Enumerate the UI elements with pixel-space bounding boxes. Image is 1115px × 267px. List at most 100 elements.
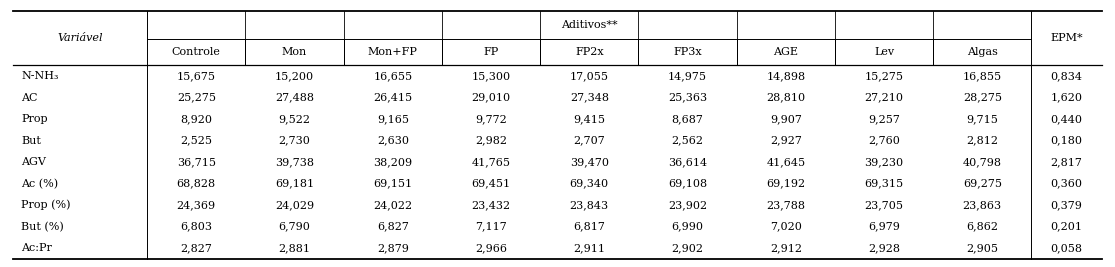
Text: Algas: Algas [967,47,998,57]
Text: 24,029: 24,029 [275,200,314,210]
Text: 2,902: 2,902 [671,243,704,253]
Text: 69,275: 69,275 [962,179,1001,189]
Text: 9,715: 9,715 [967,114,998,124]
Text: 15,275: 15,275 [864,71,903,81]
Text: 69,181: 69,181 [275,179,314,189]
Text: 1,620: 1,620 [1050,93,1083,103]
Text: FP3x: FP3x [673,47,701,57]
Text: 69,192: 69,192 [766,179,805,189]
Text: 69,340: 69,340 [570,179,609,189]
Text: 7,020: 7,020 [769,222,802,232]
Text: 23,863: 23,863 [962,200,1001,210]
Text: 23,788: 23,788 [766,200,805,210]
Text: 2,881: 2,881 [279,243,311,253]
Text: 15,200: 15,200 [275,71,314,81]
Text: 69,315: 69,315 [864,179,903,189]
Text: 9,522: 9,522 [279,114,311,124]
Text: But: But [21,136,41,146]
Text: 2,562: 2,562 [671,136,704,146]
Text: 0,360: 0,360 [1050,179,1083,189]
Text: 2,912: 2,912 [769,243,802,253]
Text: 40,798: 40,798 [962,157,1001,167]
Text: 0,440: 0,440 [1050,114,1083,124]
Text: 29,010: 29,010 [472,93,511,103]
Text: 68,828: 68,828 [177,179,216,189]
Text: 2,966: 2,966 [475,243,507,253]
Text: 2,525: 2,525 [181,136,212,146]
Text: 36,715: 36,715 [177,157,216,167]
Text: 17,055: 17,055 [570,71,609,81]
Text: 16,655: 16,655 [374,71,413,81]
Text: 2,817: 2,817 [1050,157,1083,167]
Text: 2,630: 2,630 [377,136,409,146]
Text: 23,902: 23,902 [668,200,707,210]
Text: 69,151: 69,151 [374,179,413,189]
Text: 23,705: 23,705 [864,200,903,210]
Text: 41,765: 41,765 [472,157,511,167]
Text: 2,905: 2,905 [967,243,998,253]
Text: 2,707: 2,707 [573,136,605,146]
Text: 6,817: 6,817 [573,222,605,232]
Text: 41,645: 41,645 [766,157,805,167]
Text: 0,180: 0,180 [1050,136,1083,146]
Text: 0,058: 0,058 [1050,243,1083,253]
Text: Variável: Variável [58,33,103,43]
Text: 8,920: 8,920 [181,114,212,124]
Text: 25,363: 25,363 [668,93,707,103]
Text: 2,827: 2,827 [181,243,212,253]
Text: 9,772: 9,772 [475,114,507,124]
Text: Prop: Prop [21,114,48,124]
Text: 2,982: 2,982 [475,136,507,146]
Text: EPM*: EPM* [1050,33,1083,43]
Text: But (%): But (%) [21,222,64,232]
Text: 27,210: 27,210 [864,93,903,103]
Text: 2,760: 2,760 [869,136,900,146]
Text: 9,257: 9,257 [869,114,900,124]
Text: 24,022: 24,022 [374,200,413,210]
Text: AC: AC [21,93,38,103]
Text: 2,812: 2,812 [967,136,998,146]
Text: 6,979: 6,979 [869,222,900,232]
Text: FP: FP [484,47,498,57]
Text: 8,687: 8,687 [671,114,704,124]
Text: 23,432: 23,432 [472,200,511,210]
Text: 69,451: 69,451 [472,179,511,189]
Text: 7,117: 7,117 [475,222,507,232]
Text: 2,879: 2,879 [377,243,409,253]
Text: 14,898: 14,898 [766,71,805,81]
Text: 25,275: 25,275 [177,93,216,103]
Text: Ac:Pr: Ac:Pr [21,243,52,253]
Text: Mon+FP: Mon+FP [368,47,418,57]
Text: 9,165: 9,165 [377,114,409,124]
Text: 6,790: 6,790 [279,222,310,232]
Text: 14,975: 14,975 [668,71,707,81]
Text: 69,108: 69,108 [668,179,707,189]
Text: 9,907: 9,907 [769,114,802,124]
Text: 39,738: 39,738 [275,157,314,167]
Text: 6,990: 6,990 [671,222,704,232]
Text: 15,300: 15,300 [472,71,511,81]
Text: 0,834: 0,834 [1050,71,1083,81]
Text: 24,369: 24,369 [177,200,216,210]
Text: 0,201: 0,201 [1050,222,1083,232]
Text: 6,803: 6,803 [181,222,212,232]
Text: 2,927: 2,927 [769,136,802,146]
Text: Controle: Controle [172,47,221,57]
Text: AGE: AGE [774,47,798,57]
Text: Aditivos**: Aditivos** [561,20,618,30]
Text: 27,348: 27,348 [570,93,609,103]
Text: 6,827: 6,827 [377,222,409,232]
Text: N-NH₃: N-NH₃ [21,71,59,81]
Text: 27,488: 27,488 [275,93,314,103]
Text: 2,730: 2,730 [279,136,310,146]
Text: 16,855: 16,855 [962,71,1001,81]
Text: 36,614: 36,614 [668,157,707,167]
Text: 2,928: 2,928 [867,243,900,253]
Text: 9,415: 9,415 [573,114,605,124]
Text: Mon: Mon [282,47,307,57]
Text: 28,810: 28,810 [766,93,805,103]
Text: 15,675: 15,675 [177,71,216,81]
Text: Prop (%): Prop (%) [21,200,70,210]
Text: 23,843: 23,843 [570,200,609,210]
Text: 38,209: 38,209 [374,157,413,167]
